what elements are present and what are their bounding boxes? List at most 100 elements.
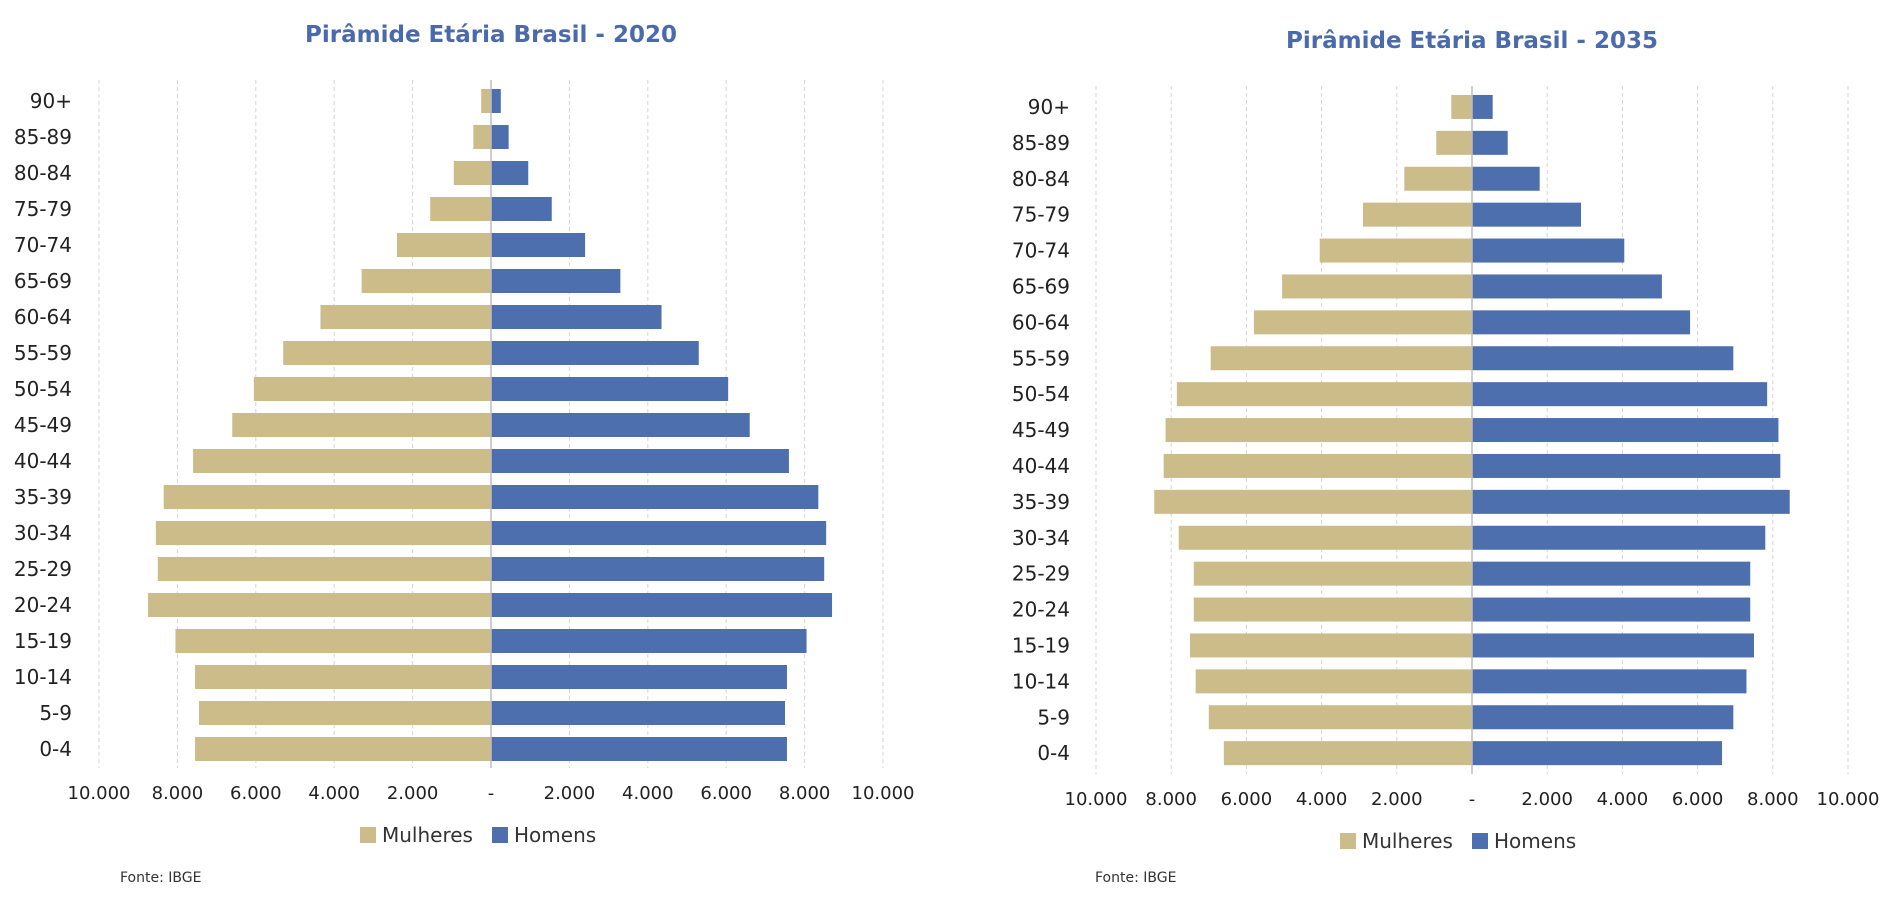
category-label: 35-39 bbox=[1012, 490, 1070, 514]
tick-label: 6.000 bbox=[1221, 789, 1273, 810]
bar-homens-45-49 bbox=[491, 413, 750, 437]
bar-homens-20-24 bbox=[491, 593, 833, 617]
bar-homens-90+ bbox=[1472, 94, 1493, 119]
bar-homens-20-24 bbox=[1472, 597, 1751, 622]
category-label: 70-74 bbox=[1012, 239, 1070, 263]
category-label: 80-84 bbox=[1012, 167, 1070, 191]
tick-label: 10.000 bbox=[1065, 789, 1128, 810]
bar-mulheres-5-9 bbox=[1208, 705, 1472, 730]
chart-title: Pirâmide Etária Brasil - 2035 bbox=[1286, 28, 1658, 54]
bar-mulheres-90+ bbox=[1451, 94, 1472, 119]
bar-homens-85-89 bbox=[1472, 130, 1508, 155]
category-label: 0-4 bbox=[1037, 741, 1070, 765]
bar-mulheres-30-34 bbox=[155, 521, 491, 545]
category-label: 15-19 bbox=[14, 629, 72, 653]
tick-label: 4.000 bbox=[1597, 789, 1649, 810]
bar-homens-30-34 bbox=[491, 521, 827, 545]
bar-mulheres-45-49 bbox=[1165, 418, 1472, 443]
category-label: 65-69 bbox=[14, 269, 72, 293]
bar-mulheres-50-54 bbox=[1176, 382, 1472, 407]
legend-label-mulheres: Mulheres bbox=[382, 823, 473, 847]
bar-mulheres-30-34 bbox=[1178, 525, 1472, 550]
category-label: 10-14 bbox=[14, 665, 72, 689]
tick-label: 8.000 bbox=[1747, 789, 1799, 810]
tick-label: 10.000 bbox=[852, 783, 915, 804]
legend-swatch-mulheres bbox=[360, 827, 376, 843]
bar-mulheres-85-89 bbox=[1436, 130, 1472, 155]
bar-homens-5-9 bbox=[1472, 705, 1734, 730]
tick-label: 2.000 bbox=[1521, 789, 1573, 810]
bar-homens-15-19 bbox=[1472, 633, 1754, 658]
tick-label: 2.000 bbox=[544, 783, 596, 804]
source-note: Fonte: IBGE bbox=[120, 870, 201, 886]
bar-mulheres-35-39 bbox=[163, 485, 491, 509]
bar-mulheres-65-69 bbox=[361, 269, 491, 293]
bar-homens-30-34 bbox=[1472, 525, 1766, 550]
category-label: 30-34 bbox=[1012, 526, 1070, 550]
tick-label: 10.000 bbox=[1817, 789, 1880, 810]
category-label: 50-54 bbox=[14, 377, 72, 401]
tick-label: - bbox=[488, 783, 495, 804]
category-label: 25-29 bbox=[1012, 562, 1070, 586]
bar-homens-25-29 bbox=[1472, 561, 1751, 586]
category-label: 35-39 bbox=[14, 485, 72, 509]
tick-label: 4.000 bbox=[1296, 789, 1348, 810]
category-label: 10-14 bbox=[1012, 669, 1070, 693]
bar-homens-90+ bbox=[491, 89, 501, 113]
legend-label-homens: Homens bbox=[514, 823, 596, 847]
bar-homens-0-4 bbox=[491, 737, 787, 761]
bar-mulheres-15-19 bbox=[1190, 633, 1472, 658]
tick-label: 6.000 bbox=[230, 783, 282, 804]
bar-mulheres-40-44 bbox=[193, 449, 491, 473]
bar-mulheres-10-14 bbox=[195, 665, 492, 689]
bar-homens-65-69 bbox=[1472, 274, 1662, 299]
bar-homens-70-74 bbox=[1472, 238, 1625, 263]
tick-label: 8.000 bbox=[1145, 789, 1197, 810]
bar-mulheres-70-74 bbox=[1319, 238, 1472, 263]
bar-homens-40-44 bbox=[491, 449, 789, 473]
category-label: 65-69 bbox=[1012, 274, 1070, 298]
bar-mulheres-20-24 bbox=[148, 593, 491, 617]
chart-title: Pirâmide Etária Brasil - 2020 bbox=[305, 22, 677, 48]
bar-homens-25-29 bbox=[491, 557, 825, 581]
category-label: 75-79 bbox=[14, 197, 72, 221]
bar-mulheres-65-69 bbox=[1282, 274, 1472, 299]
category-label: 80-84 bbox=[14, 161, 72, 185]
bar-mulheres-70-74 bbox=[396, 233, 491, 257]
category-label: 30-34 bbox=[14, 521, 72, 545]
bar-homens-10-14 bbox=[491, 665, 787, 689]
category-label: 55-59 bbox=[1012, 346, 1070, 370]
bar-homens-35-39 bbox=[491, 485, 819, 509]
bar-homens-5-9 bbox=[491, 701, 785, 725]
tick-label: 2.000 bbox=[387, 783, 439, 804]
bar-mulheres-0-4 bbox=[195, 737, 492, 761]
bar-mulheres-75-79 bbox=[430, 197, 491, 221]
category-label: 5-9 bbox=[39, 701, 72, 725]
legend-swatch-homens bbox=[492, 827, 508, 843]
bar-mulheres-25-29 bbox=[157, 557, 492, 581]
bar-homens-80-84 bbox=[1472, 166, 1540, 191]
tick-label: 2.000 bbox=[1371, 789, 1423, 810]
tick-label: 4.000 bbox=[622, 783, 674, 804]
tick-label: 8.000 bbox=[152, 783, 204, 804]
category-label: 60-64 bbox=[14, 305, 72, 329]
category-label: 40-44 bbox=[1012, 454, 1070, 478]
bar-mulheres-40-44 bbox=[1163, 453, 1472, 478]
bar-homens-70-74 bbox=[491, 233, 586, 257]
pyramid-chart-2020-svg: Pirâmide Etária Brasil - 2020 90+ 85-89 80-… bbox=[14, 22, 915, 886]
bar-mulheres-60-64 bbox=[320, 305, 491, 329]
bar-homens-45-49 bbox=[1472, 418, 1779, 443]
tick-label: 6.000 bbox=[700, 783, 752, 804]
source-note: Fonte: IBGE bbox=[1095, 870, 1176, 886]
bar-mulheres-20-24 bbox=[1193, 597, 1472, 622]
tick-label: 8.000 bbox=[779, 783, 831, 804]
bar-homens-55-59 bbox=[491, 341, 699, 365]
bar-mulheres-45-49 bbox=[232, 413, 491, 437]
category-label: 5-9 bbox=[1037, 705, 1070, 729]
pyramid-chart-2035-svg: Pirâmide Etária Brasil - 2035 90+ 85-89 80-… bbox=[1012, 28, 1880, 886]
bar-mulheres-90+ bbox=[481, 89, 491, 113]
bar-homens-75-79 bbox=[491, 197, 552, 221]
category-label: 55-59 bbox=[14, 341, 72, 365]
category-label: 75-79 bbox=[1012, 203, 1070, 227]
category-label: 85-89 bbox=[14, 125, 72, 149]
